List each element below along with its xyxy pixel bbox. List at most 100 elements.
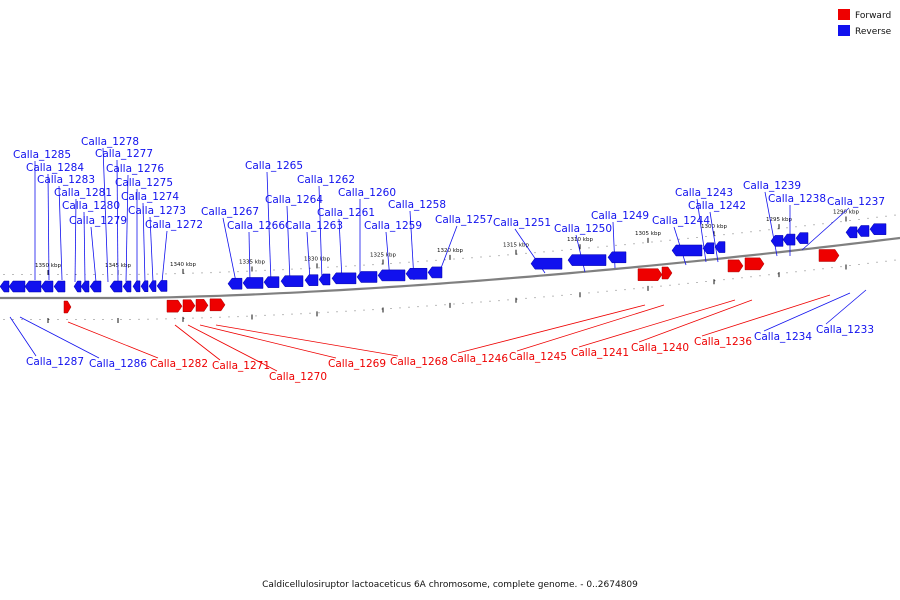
leader-line-reverse — [125, 174, 129, 283]
tick-label: 1305 kbp — [635, 231, 661, 237]
reverse-gene-arrow — [770, 235, 784, 247]
gene-label-forward: Calla_1270 — [269, 371, 327, 383]
leader-line-reverse — [142, 202, 146, 283]
gene-label-reverse: Calla_1242 — [688, 200, 746, 212]
gene-label-reverse: Calla_1264 — [265, 194, 323, 206]
gene-label-reverse: Calla_1272 — [145, 219, 203, 231]
forward-gene-arrow — [661, 266, 673, 280]
gene-label-reverse: Calla_1239 — [743, 180, 801, 192]
gene-label-forward: Calla_1246 — [450, 353, 508, 365]
forward-gene-arrow — [209, 298, 226, 312]
leader-line-forward — [187, 324, 278, 372]
tick-label: 1325 kbp — [370, 252, 396, 258]
leader-line-reverse — [338, 218, 343, 281]
leader-line-forward — [701, 294, 831, 337]
gene-label-reverse: Calla_1275 — [115, 177, 173, 189]
reverse-gene-arrow — [148, 280, 157, 292]
leader-line-reverse — [709, 211, 719, 263]
leader-line-reverse — [90, 226, 97, 283]
reverse-gene-arrow — [132, 280, 141, 293]
forward-gene-arrow — [63, 300, 72, 314]
leader-line-forward — [199, 324, 337, 359]
leader-line-reverse — [266, 171, 272, 283]
reverse-gene-arrow — [242, 277, 264, 289]
reverse-gene-arrow — [377, 269, 406, 282]
gene-label-reverse: Calla_1249 — [591, 210, 649, 222]
gene-label-reverse: Calla_1286 — [89, 358, 147, 370]
leader-line-reverse — [318, 185, 323, 281]
reverse-gene-arrow — [405, 267, 428, 280]
reverse-gene-arrow — [304, 274, 319, 286]
leader-line-forward — [516, 304, 665, 352]
gene-label-forward: Calla_1236 — [694, 336, 752, 348]
forward-gene-arrow — [195, 299, 209, 312]
reverse-gene-arrow — [607, 251, 627, 264]
tick-label: 1295 kbp — [766, 217, 792, 223]
reverse-gene-arrow — [427, 266, 443, 279]
leader-line-reverse — [83, 211, 86, 283]
reverse-gene-arrow — [89, 280, 102, 293]
tick-label: 1290 kbp — [833, 210, 859, 216]
gene-label-reverse: Calla_1260 — [338, 187, 396, 199]
gene-label-forward: Calla_1240 — [631, 342, 689, 354]
reverse-gene-arrow — [156, 280, 168, 292]
gene-label-reverse: Calla_1261 — [317, 207, 375, 219]
leader-line-forward — [638, 299, 753, 343]
forward-gene-arrow — [727, 259, 744, 273]
gene-label-reverse: Calla_1243 — [675, 187, 733, 199]
reverse-gene-arrow — [280, 275, 304, 287]
reverse-gene-arrow — [227, 277, 243, 290]
leader-line-reverse — [102, 147, 109, 283]
reverse-gene-arrow — [671, 244, 703, 257]
gene-label-reverse: Calla_1285 — [13, 149, 71, 161]
leader-line-reverse — [825, 289, 867, 325]
gene-label-forward: Calla_1241 — [571, 347, 629, 359]
gene-label-reverse: Calla_1266 — [227, 220, 285, 232]
map-caption: Caldicellulosiruptor lactoaceticus 6A ch… — [262, 580, 638, 590]
gene-label-reverse: Calla_1251 — [493, 217, 551, 229]
gene-label-reverse: Calla_1234 — [754, 331, 812, 343]
leader-line-reverse — [696, 198, 707, 263]
leader-line-reverse — [47, 173, 50, 281]
gene-label-reverse: Calla_1276 — [106, 163, 164, 175]
chromosome-backbone — [0, 236, 900, 300]
legend-swatch-reverse — [838, 25, 850, 36]
gene-label-reverse: Calla_1280 — [62, 200, 120, 212]
leader-line-forward — [215, 324, 399, 357]
leader-line-reverse — [19, 316, 100, 359]
gene-label-reverse: Calla_1279 — [69, 215, 127, 227]
tick-label: 1330 kbp — [304, 256, 330, 262]
reverse-gene-arrow — [80, 280, 90, 293]
gene-label-reverse: Calla_1250 — [554, 223, 612, 235]
gene-label-reverse: Calla_1262 — [297, 174, 355, 186]
leader-line-reverse — [306, 231, 311, 281]
reverse-gene-arrow — [53, 280, 66, 293]
gene-arrows — [0, 223, 887, 314]
gene-label-reverse: Calla_1277 — [95, 148, 153, 160]
gene-label-reverse: Calla_1278 — [81, 136, 139, 148]
gene-label-reverse: Calla_1287 — [26, 356, 84, 368]
tick-label: 1335 kbp — [239, 260, 265, 266]
gene-label-reverse: Calla_1259 — [364, 220, 422, 232]
tick-label: 1320 kbp — [437, 248, 463, 254]
leader-line-reverse — [9, 316, 37, 357]
gene-label-reverse: Calla_1233 — [816, 324, 874, 336]
gene-label-reverse: Calla_1283 — [37, 174, 95, 186]
gene-label-reverse: Calla_1274 — [121, 191, 179, 203]
gene-labels: Calla_1287 Calla_1286 Calla_1285Calla_1284… — [13, 136, 885, 383]
leader-line-forward — [67, 321, 159, 359]
gene-label-reverse: Calla_1265 — [245, 160, 303, 172]
legend: Forward Reverse — [838, 9, 892, 37]
forward-gene-arrow — [744, 257, 765, 271]
leader-line-reverse — [248, 231, 251, 283]
leader-line-reverse — [74, 198, 77, 283]
leader-line-reverse — [286, 205, 291, 283]
forward-gene-arrow — [637, 268, 663, 281]
reverse-gene-arrow — [109, 280, 123, 293]
reverse-gene-arrow — [331, 272, 357, 285]
reverse-gene-arrow — [856, 225, 870, 237]
reverse-gene-arrow — [714, 241, 726, 253]
leader-line-forward — [578, 299, 736, 348]
gene-label-reverse: Calla_1244 — [652, 215, 710, 227]
leader-line-reverse — [116, 159, 119, 283]
